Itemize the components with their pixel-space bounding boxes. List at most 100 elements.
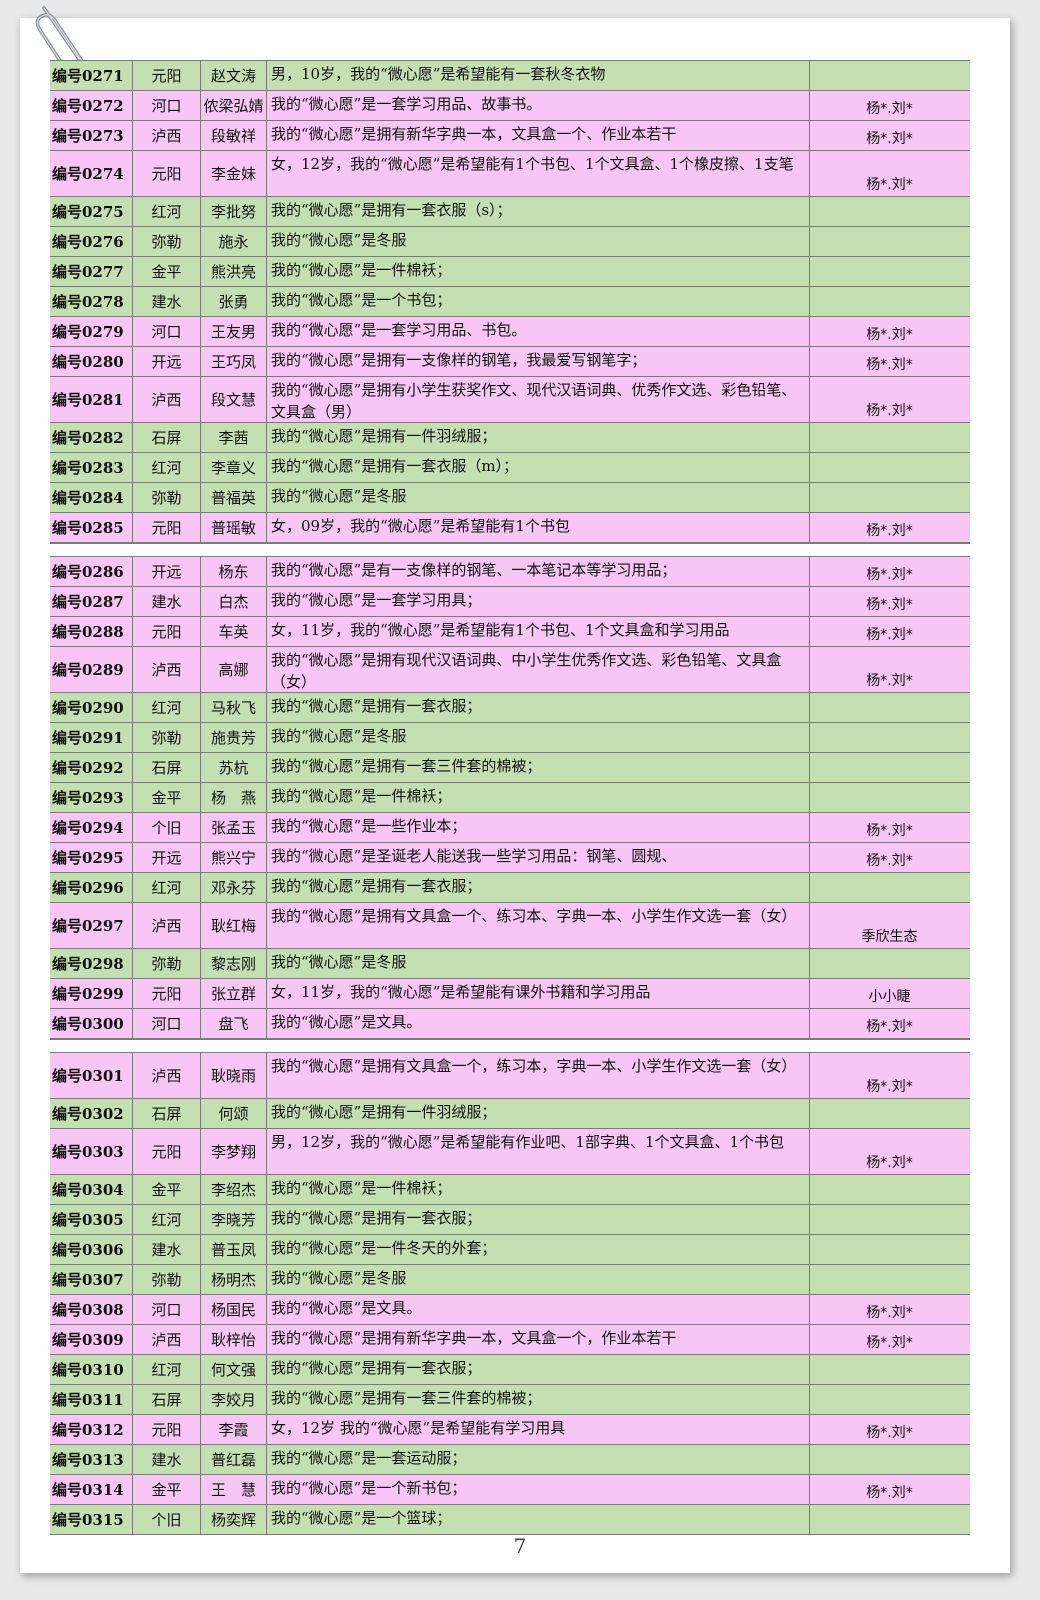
child-name-cell: 何文强 [200, 1355, 266, 1384]
region-cell: 建水 [132, 1235, 200, 1264]
table-row: 编号0290 红河 马秋飞 我的“微心愿”是拥有一套衣服； [50, 693, 970, 723]
wish-text-cell: 我的“微心愿”是冬服 [266, 1265, 809, 1294]
child-name-cell: 李批努 [200, 197, 266, 226]
wish-id-cell: 编号0276 [52, 233, 124, 251]
wish-id-cell: 编号0310 [52, 1361, 124, 1379]
donor-cell [809, 783, 969, 812]
wish-id-cell: 编号0293 [52, 789, 124, 807]
table-row: 编号0305 红河 李晓芳 我的“微心愿”是拥有一套衣服； [50, 1205, 970, 1235]
wish-text-cell: 女，12岁 我的“微心愿”是希望能有学习用具 [266, 1415, 809, 1444]
child-name-cell: 赵文涛 [200, 61, 266, 90]
table-row: 编号0298 弥勒 黎志刚 我的“微心愿”是冬服 [50, 949, 970, 979]
donor-cell: 杨*.刘* [809, 1053, 969, 1098]
table-row: 编号0289 泸西 高娜 我的“微心愿”是拥有现代汉语词典、中小学生优秀作文选、彩色铅… [50, 647, 970, 693]
wish-id-cell: 编号0306 [52, 1241, 124, 1259]
child-name-cell: 耿梓怡 [200, 1325, 266, 1354]
table-row: 编号0303 元阳 李梦翔 男，12岁，我的“微心愿”是希望能有作业吧、1部字典、1个… [50, 1129, 970, 1175]
wish-text-cell: 我的“微心愿”是冬服 [266, 227, 809, 256]
wish-id-cell: 编号0311 [52, 1391, 124, 1409]
child-name-cell: 张孟玉 [200, 813, 266, 842]
wish-text-cell: 我的“微心愿”是文具。 [266, 1009, 809, 1038]
donor-cell [809, 1385, 969, 1414]
donor-cell: 杨*.刘* [809, 317, 969, 346]
child-name-cell: 普玉凤 [200, 1235, 266, 1264]
region-cell: 河口 [132, 1295, 200, 1324]
donor-cell [809, 1175, 969, 1204]
child-name-cell: 苏杭 [200, 753, 266, 782]
region-cell: 个旧 [132, 813, 200, 842]
donor-cell [809, 257, 969, 286]
wish-text-cell: 女，11岁，我的“微心愿”是希望能有课外书籍和学习用品 [266, 979, 809, 1008]
region-cell: 红河 [132, 453, 200, 482]
child-name-cell: 车英 [200, 617, 266, 646]
wish-text-cell: 女，11岁，我的“微心愿”是希望能有1个书包、1个文具盒和学习用品 [266, 617, 809, 646]
table-row: 编号0309 泸西 耿梓怡 我的“微心愿”是拥有新华字典一本，文具盒一个，作业本若干杨… [50, 1325, 970, 1355]
table-row: 编号0312 元阳 李霞 女，12岁 我的“微心愿”是希望能有学习用具 杨*.刘* [50, 1415, 970, 1445]
table-row: 编号0314 金平王 慧我的“微心愿”是一个新书包； 杨*.刘* [50, 1475, 970, 1505]
donor-cell [809, 453, 969, 482]
wish-id-cell: 编号0295 [52, 849, 124, 867]
child-name-cell: 段文慧 [200, 377, 266, 422]
region-cell: 金平 [132, 257, 200, 286]
donor-cell: 杨*.刘* [809, 557, 969, 586]
table-row: 编号0276 弥勒 施永 我的“微心愿”是冬服 [50, 227, 970, 257]
table-row: 编号0274 元阳 李金妹 女，12岁，我的“微心愿”是希望能有1个书包、1个文具盒、… [50, 151, 970, 197]
donor-cell: 杨*.刘* [809, 151, 969, 196]
wish-text-cell: 我的“微心愿”是拥有一套衣服； [266, 873, 809, 902]
wish-id-cell: 编号0315 [52, 1511, 124, 1529]
wish-id-cell: 编号0312 [52, 1421, 124, 1439]
donor-cell: 杨*.刘* [809, 121, 969, 150]
wish-id-cell: 编号0314 [52, 1481, 124, 1499]
table-row: 编号0275 红河 李批努 我的“微心愿”是拥有一套衣服（s）； [50, 197, 970, 227]
table-row: 编号0310 红河 何文强 我的“微心愿”是拥有一套衣服； [50, 1355, 970, 1385]
wish-id-cell: 编号0294 [52, 819, 124, 837]
region-cell: 泸西 [132, 903, 200, 948]
child-name-cell: 张立群 [200, 979, 266, 1008]
donor-cell: 杨*.刘* [809, 1325, 969, 1354]
table-row: 编号0296 红河 邓永芬 我的“微心愿”是拥有一套衣服； [50, 873, 970, 903]
wish-id-cell: 编号0299 [52, 985, 124, 1003]
region-cell: 石屏 [132, 1385, 200, 1414]
donor-cell [809, 949, 969, 978]
region-cell: 弥勒 [132, 227, 200, 256]
wish-id-cell: 编号0301 [52, 1067, 124, 1085]
wish-text-cell: 我的“微心愿”是一个篮球； [266, 1505, 809, 1534]
wish-id-cell: 编号0290 [52, 699, 124, 717]
wish-id-cell: 编号0271 [52, 67, 124, 85]
child-name-cell: 段敏祥 [200, 121, 266, 150]
page-number: 7 [513, 1534, 527, 1558]
region-cell: 泸西 [132, 1325, 200, 1354]
child-name-cell: 李金妹 [200, 151, 266, 196]
wish-text-cell: 我的“微心愿”是一个新书包； [266, 1475, 809, 1504]
table-row: 编号0288 元阳 车英 女，11岁，我的“微心愿”是希望能有1个书包、1个文具盒和学… [50, 617, 970, 647]
table-group: 编号0301 泸西 耿晓雨 我的“微心愿”是拥有文具盒一个，练习本，字典一本、小学生作… [50, 1052, 970, 1535]
group-separator [50, 543, 970, 556]
region-cell: 红河 [132, 873, 200, 902]
wish-text-cell: 我的“微心愿”是拥有一套衣服； [266, 693, 809, 722]
child-name-cell: 王巧凤 [200, 347, 266, 376]
child-name-cell: 侬梁弘婧 [200, 91, 266, 120]
donor-cell: 杨*.刘* [809, 377, 969, 422]
region-cell: 金平 [132, 1475, 200, 1504]
wish-id-cell: 编号0280 [52, 353, 124, 371]
table-row: 编号0294 个旧 张孟玉 我的“微心愿”是一些作业本； 杨*.刘* [50, 813, 970, 843]
wish-id-cell: 编号0272 [52, 97, 124, 115]
wish-id-cell: 编号0298 [52, 955, 124, 973]
donor-cell [809, 1505, 969, 1534]
child-name-cell: 李姣月 [200, 1385, 266, 1414]
region-cell: 元阳 [132, 1129, 200, 1174]
region-cell: 红河 [132, 1205, 200, 1234]
wish-list-table: 编号0271 元阳 赵文涛 男，10岁，我的“微心愿”是希望能有一套秋冬衣物 编号027… [50, 60, 970, 1535]
region-cell: 个旧 [132, 1505, 200, 1534]
wish-text-cell: 我的“微心愿”是一套学习用品、故事书。 [266, 91, 809, 120]
child-name-cell: 施贵芳 [200, 723, 266, 752]
wish-id-cell: 编号0307 [52, 1271, 124, 1289]
donor-cell [809, 873, 969, 902]
table-row: 编号0272 河口 侬梁弘婧 我的“微心愿”是一套学习用品、故事书。 杨*.刘* [50, 91, 970, 121]
donor-cell [809, 1205, 969, 1234]
donor-cell [809, 197, 969, 226]
child-name-cell: 普福英 [200, 483, 266, 512]
table-row: 编号0277 金平 熊洪亮 我的“微心愿”是一件棉袄； [50, 257, 970, 287]
region-cell: 开远 [132, 347, 200, 376]
wish-id-cell: 编号0291 [52, 729, 124, 747]
